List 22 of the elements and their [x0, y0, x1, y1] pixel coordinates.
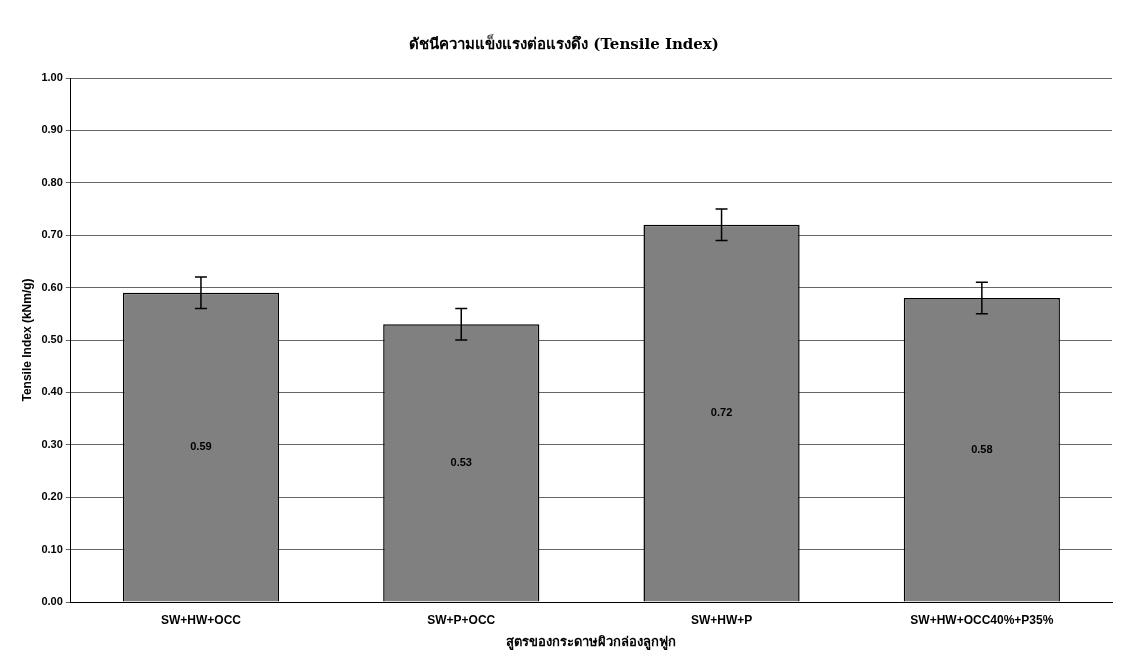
x-tick-label: SW+P+OCC	[427, 612, 496, 627]
y-axis-title: Tensile Index (kNm/g)	[19, 278, 34, 402]
x-tick-label: SW+HW+OCC	[160, 612, 242, 627]
data-label: 0.53	[450, 456, 472, 469]
y-tick-label: 0.10	[41, 542, 63, 555]
chart-title: ดัชนีความแข็งแรงต่อแรงดึง (Tensile Index)	[409, 33, 719, 53]
data-label: 0.59	[190, 440, 212, 453]
y-tick-label: 0.00	[41, 595, 63, 608]
y-tick-label: 0.20	[41, 490, 63, 503]
y-tick-label: 0.80	[41, 175, 63, 188]
y-tick-label: 0.30	[41, 437, 63, 450]
y-tick-label: 0.60	[41, 280, 63, 293]
y-tick-label: 0.90	[41, 123, 63, 136]
x-tick-label: SW+HW+OCC40%+P35%	[910, 612, 1054, 627]
data-label: 0.72	[710, 406, 733, 419]
data-label: 0.58	[971, 443, 993, 456]
x-axis-title: สูตรของกระดาษผิวกล่องลูกฟูก	[506, 633, 677, 650]
x-tick-label: SW+HW+P	[690, 612, 753, 627]
y-tick-label: 0.50	[41, 333, 63, 346]
y-tick-label: 0.70	[41, 228, 63, 241]
y-tick-label: 1.00	[41, 71, 63, 84]
y-tick-label: 0.40	[41, 385, 63, 398]
